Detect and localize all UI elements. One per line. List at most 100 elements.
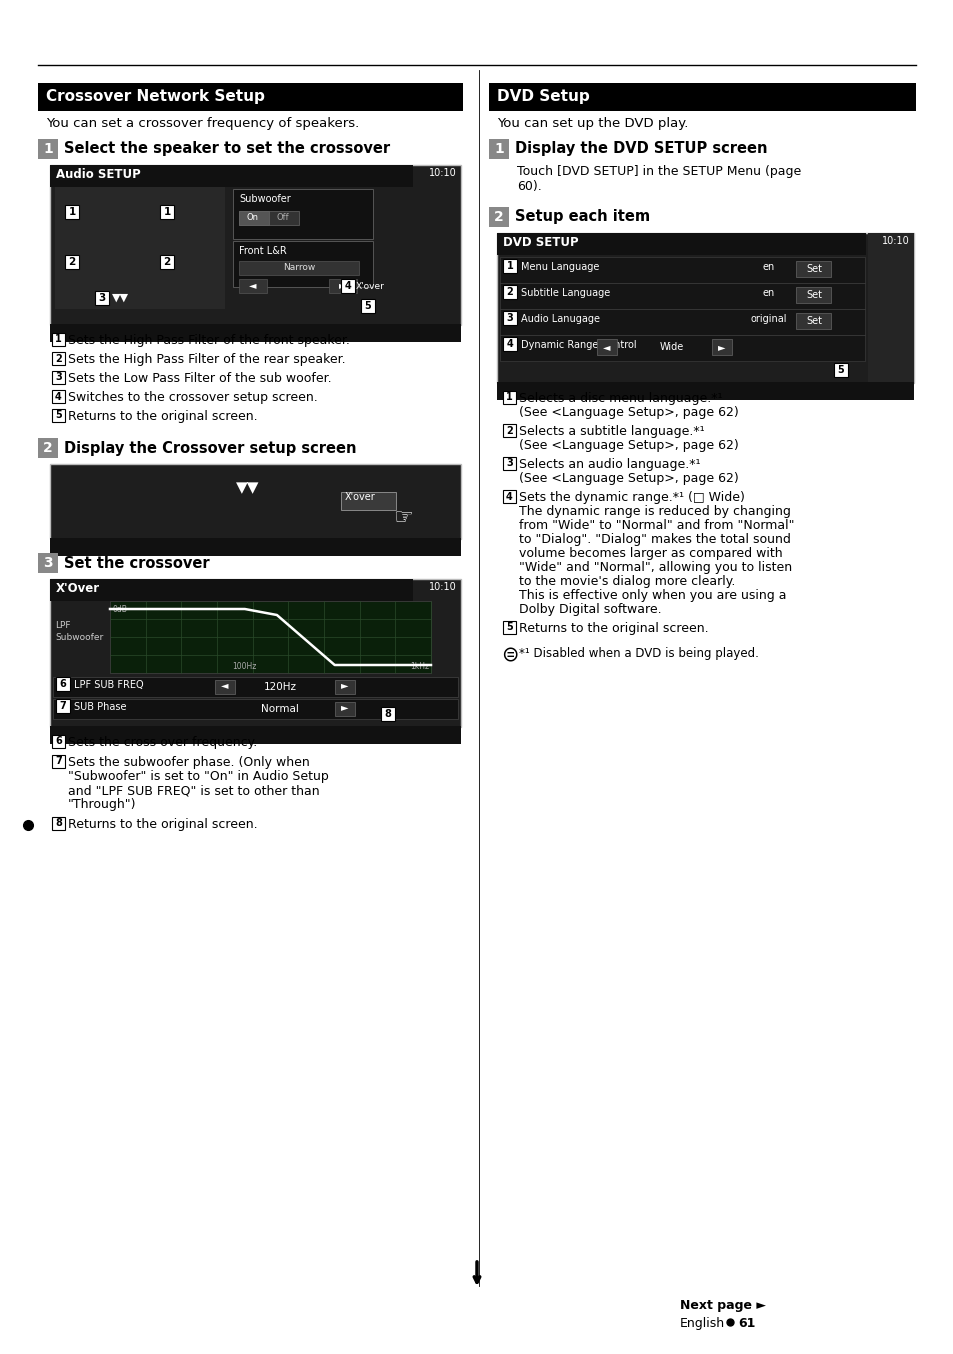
Bar [55,187,225,309]
Text: X'over: X'over [345,492,375,502]
Text: (See <Language Setup>, page 62): (See <Language Setup>, page 62) [518,439,738,452]
Bar [214,680,234,695]
Text: You can set up the DVD play.: You can set up the DVD play. [497,116,688,130]
Text: 120Hz: 120Hz [263,682,296,692]
Bar [499,257,864,283]
Text: Set the crossover: Set the crossover [64,555,210,570]
Bar [499,283,864,309]
Text: Display the DVD SETUP screen: Display the DVD SETUP screen [515,142,767,157]
Text: en: en [762,263,774,272]
Bar [50,580,413,601]
Text: Subtitle Language: Subtitle Language [520,288,610,298]
Text: 61: 61 [738,1317,755,1330]
Text: Selects a subtitle language.*¹: Selects a subtitle language.*¹ [518,425,704,437]
Text: ☞: ☞ [393,508,413,528]
Text: SUB Phase: SUB Phase [74,701,127,712]
Text: LPF: LPF [55,621,71,630]
Text: 100Hz: 100Hz [233,662,256,672]
Text: Next page ►: Next page ► [679,1298,765,1312]
Text: Normal: Normal [261,704,298,714]
Bar [50,580,460,727]
Bar [160,255,173,269]
Bar [65,255,79,269]
Text: Menu Language: Menu Language [520,263,598,272]
Text: 5: 5 [55,410,62,421]
Text: volume becomes larger as compared with: volume becomes larger as compared with [518,547,781,561]
Text: 7: 7 [59,701,67,711]
Text: Audio SETUP: Audio SETUP [56,168,141,181]
Bar [867,233,913,383]
Text: to "Dialog". "Dialog" makes the total sound: to "Dialog". "Dialog" makes the total so… [518,533,790,546]
Text: 3: 3 [506,313,513,324]
Text: 8: 8 [384,709,391,719]
Text: 1: 1 [55,334,62,344]
Bar [52,816,65,830]
Bar [502,337,517,351]
Bar [711,338,731,355]
Text: from "Wide" to "Normal" and from "Normal": from "Wide" to "Normal" and from "Normal… [518,519,794,532]
Text: 1: 1 [69,207,75,217]
Text: Set: Set [805,264,821,274]
Text: Returns to the original screen.: Returns to the original screen. [518,621,708,635]
Bar [489,139,509,158]
Bar [502,284,517,299]
Bar [53,677,457,697]
Text: 2: 2 [163,257,171,267]
Bar [497,382,913,399]
Text: Setup each item: Setup each item [515,210,649,225]
Text: 1: 1 [506,261,513,271]
Text: ▼▼: ▼▼ [112,292,129,303]
Text: 1kHz: 1kHz [410,662,429,672]
Text: and "LPF SUB FREQ" is set to other than: and "LPF SUB FREQ" is set to other than [68,784,319,798]
Text: X'Over: X'Over [56,582,100,594]
Text: ◄: ◄ [221,680,229,691]
Bar [329,279,356,292]
Text: 3: 3 [43,556,52,570]
Text: 2: 2 [69,257,75,267]
Bar [52,390,65,403]
Text: ►: ► [339,280,346,290]
Bar [52,756,65,768]
Bar [50,464,460,539]
Bar [65,204,79,219]
Bar [795,261,830,278]
Text: 4: 4 [55,391,62,402]
Bar [38,552,58,573]
Text: Sets the subwoofer phase. (Only when: Sets the subwoofer phase. (Only when [68,756,310,769]
Bar [489,207,509,227]
Text: DVD Setup: DVD Setup [497,89,589,104]
Text: Select the speaker to set the crossover: Select the speaker to set the crossover [64,142,390,157]
Bar [335,701,355,716]
Bar [597,338,617,355]
Text: 1: 1 [163,207,171,217]
Text: DVD SETUP: DVD SETUP [502,236,578,249]
Text: 0dB: 0dB [112,605,128,613]
Bar [38,83,462,111]
Text: Returns to the original screen.: Returns to the original screen. [68,818,257,831]
Bar [95,291,109,305]
Bar [502,259,517,274]
Text: 4: 4 [506,338,513,349]
Text: 5: 5 [364,301,371,311]
Text: 5: 5 [506,623,513,632]
Bar [50,165,413,187]
Bar [502,424,516,437]
Text: Display the Crossover setup screen: Display the Crossover setup screen [64,440,356,455]
Text: (See <Language Setup>, page 62): (See <Language Setup>, page 62) [518,473,738,485]
Text: *¹ Disabled when a DVD is being played.: *¹ Disabled when a DVD is being played. [518,647,758,659]
Bar [497,233,865,255]
Bar [380,707,395,720]
Text: Off: Off [276,213,289,222]
Text: ⊜: ⊜ [500,645,518,665]
Bar [52,371,65,385]
Bar [53,699,457,719]
Bar [52,352,65,366]
Bar [795,313,830,329]
Text: Crossover Network Setup: Crossover Network Setup [46,89,265,104]
Text: ▼▼: ▼▼ [235,481,258,496]
Text: ►: ► [341,680,349,691]
Bar [335,680,355,695]
Text: Sets the High Pass Filter of the front speaker.: Sets the High Pass Filter of the front s… [68,334,350,347]
Text: original: original [750,314,786,324]
Bar [340,279,355,292]
